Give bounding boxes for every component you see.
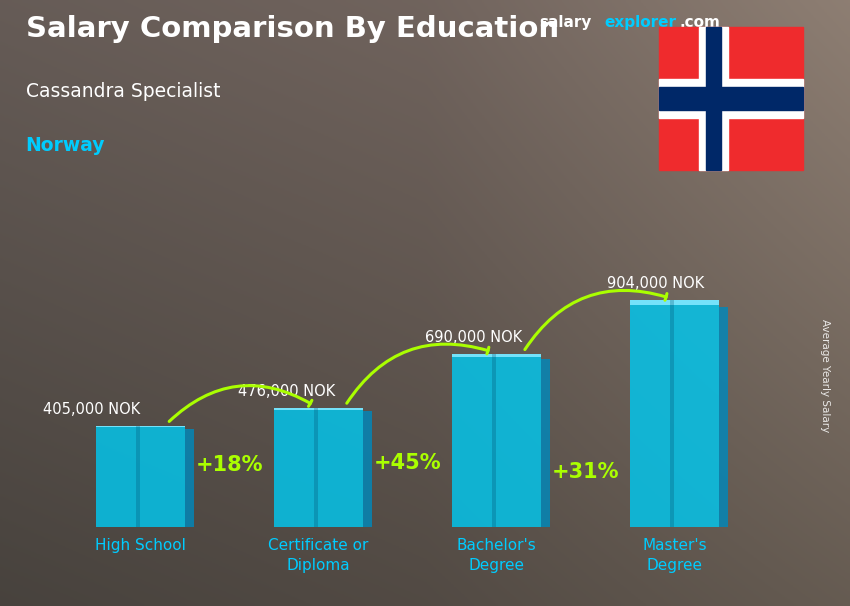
Text: Cassandra Specialist: Cassandra Specialist [26, 82, 220, 101]
Text: .com: .com [679, 15, 720, 30]
Bar [274, 408, 363, 410]
Text: 405,000 NOK: 405,000 NOK [42, 402, 139, 416]
Bar [96, 425, 185, 427]
Text: 476,000 NOK: 476,000 NOK [238, 384, 336, 399]
Text: +31%: +31% [552, 462, 620, 482]
Bar [136, 425, 139, 527]
Bar [185, 428, 194, 527]
Bar [363, 411, 372, 527]
Bar [659, 79, 803, 118]
Bar [452, 354, 541, 527]
Bar [630, 301, 719, 305]
Bar [274, 408, 363, 527]
Text: 690,000 NOK: 690,000 NOK [425, 330, 523, 345]
Bar [96, 425, 185, 527]
Text: 904,000 NOK: 904,000 NOK [607, 276, 705, 291]
Text: Norway: Norway [26, 136, 105, 155]
Text: +18%: +18% [196, 455, 264, 475]
Bar [541, 359, 550, 527]
Bar [492, 354, 496, 527]
Bar [314, 408, 318, 527]
Text: Salary Comparison By Education: Salary Comparison By Education [26, 15, 558, 43]
Text: +45%: +45% [374, 453, 441, 473]
Bar [659, 87, 803, 110]
Bar [719, 307, 728, 527]
Text: Average Yearly Salary: Average Yearly Salary [820, 319, 830, 432]
Text: explorer: explorer [604, 15, 677, 30]
Bar [671, 301, 674, 527]
Bar [706, 27, 721, 170]
Text: salary: salary [540, 15, 592, 30]
Bar [452, 354, 541, 358]
Bar [630, 301, 719, 527]
Bar [700, 27, 728, 170]
